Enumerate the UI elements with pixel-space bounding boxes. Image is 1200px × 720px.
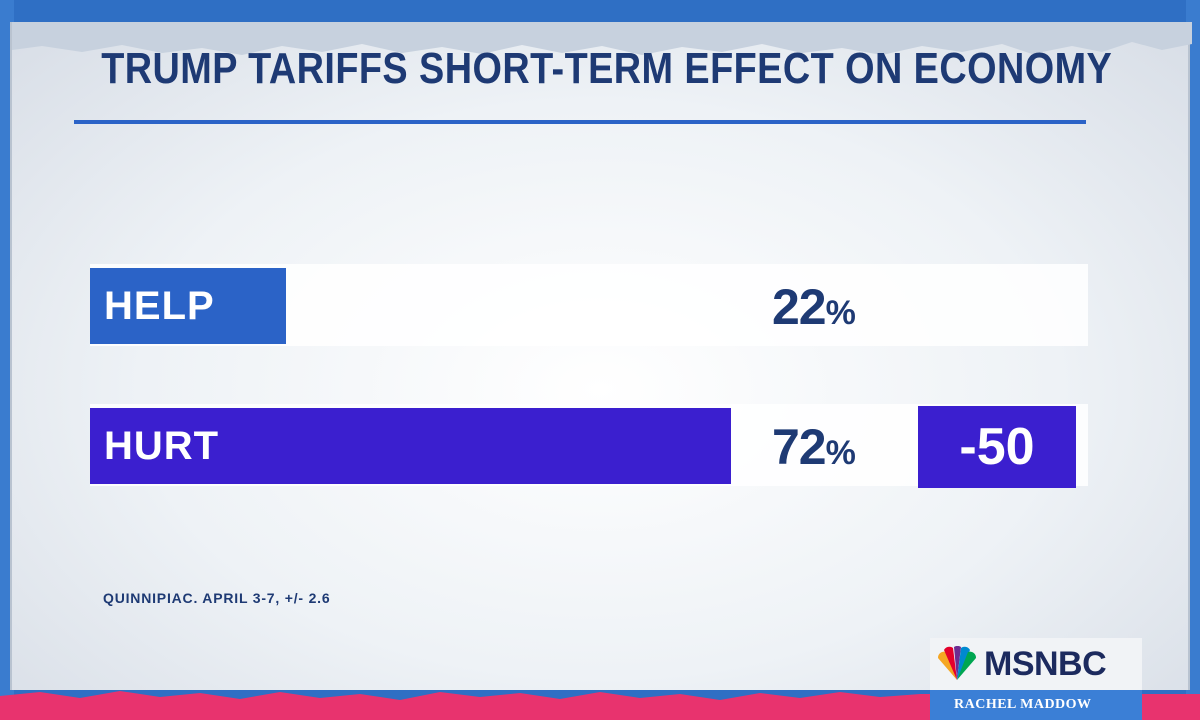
show-name: RACHEL MADDOW xyxy=(930,690,1142,720)
bar-label-hurt: HURT xyxy=(104,423,220,468)
bar-help: HELP xyxy=(90,268,286,344)
chart-title: TRUMP TARIFFS SHORT-TERM EFFECT ON ECONO… xyxy=(101,44,1113,93)
bar-label-help: HELP xyxy=(104,283,215,328)
nbc-peacock-icon xyxy=(937,646,977,680)
poll-source-note: QUINNIPIAC. APRIL 3-7, +/- 2.6 xyxy=(103,590,331,606)
value-label-help: 22% xyxy=(772,278,856,336)
bar-hurt: HURT xyxy=(90,408,731,484)
net-difference-badge: -50 xyxy=(918,406,1076,488)
value-help-unit: % xyxy=(825,294,856,332)
value-hurt-unit: % xyxy=(825,434,856,472)
network-logo: MSNBC RACHEL MADDOW xyxy=(930,638,1142,720)
value-hurt-number: 72 xyxy=(772,419,827,475)
value-label-hurt: 72% xyxy=(772,418,856,476)
value-help-number: 22 xyxy=(772,279,827,335)
chart-board xyxy=(10,22,1192,690)
torn-paper-edge xyxy=(12,22,1192,55)
network-name: MSNBC xyxy=(984,644,1107,683)
pink-torn-band xyxy=(0,691,1200,720)
logo-top: MSNBC xyxy=(930,638,1142,690)
title-underline xyxy=(74,120,1086,124)
